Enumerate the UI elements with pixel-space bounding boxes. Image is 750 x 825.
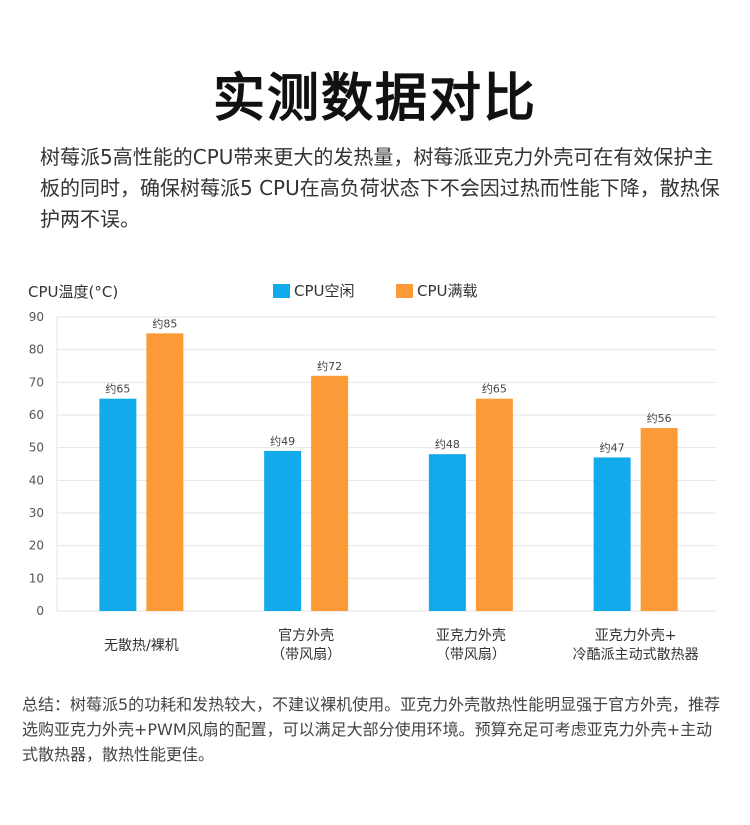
legend-label-idle: CPU空闲	[294, 282, 355, 300]
bar-value-label: 约72	[317, 360, 342, 373]
y-tick-label: 60	[29, 408, 44, 422]
legend-swatch-idle	[273, 284, 290, 298]
legend-label-load: CPU满载	[417, 282, 478, 300]
bar-idle	[99, 398, 137, 611]
bar-idle	[593, 457, 631, 611]
y-tick-label: 50	[29, 441, 44, 455]
y-tick-label: 0	[36, 604, 44, 618]
x-category-label: 无散热/裸机	[104, 638, 179, 654]
x-category-label: 亚克力外壳+	[595, 627, 677, 644]
y-tick-label: 30	[29, 506, 44, 520]
bar-load	[146, 333, 184, 611]
intro-paragraph: 树莓派5高性能的CPU带来更大的发热量，树莓派亚克力外壳可在有效保护主板的同时，…	[40, 145, 720, 231]
y-tick-label: 90	[29, 310, 44, 324]
page-title: 实测数据对比	[212, 69, 537, 129]
bar-value-label: 约65	[482, 383, 507, 396]
bar-value-label: 约65	[105, 383, 130, 396]
bar-load	[640, 428, 678, 611]
bar-value-label: 约48	[435, 438, 460, 451]
x-category-label: 官方外壳	[278, 627, 334, 644]
bar-value-label: 约85	[152, 317, 177, 330]
y-tick-label: 40	[29, 473, 44, 487]
summary-paragraph: 总结：树莓派5的功耗和发热较大，不建议裸机使用。亚克力外壳散热性能明显强于官方外…	[22, 695, 721, 764]
bar-value-label: 约49	[270, 435, 295, 448]
legend-swatch-load	[396, 284, 413, 298]
x-category-label: （带风扇）	[271, 647, 341, 663]
bar-load	[311, 375, 349, 611]
y-tick-label: 70	[29, 375, 44, 389]
bar-value-label: 约47	[600, 441, 625, 454]
bar-idle	[428, 454, 466, 611]
y-axis-label: CPU温度(°C)	[28, 283, 118, 301]
y-tick-label: 80	[29, 343, 44, 357]
x-category-label: 冷酷派主动式散热器	[573, 647, 699, 663]
bar-load	[475, 398, 513, 611]
y-tick-label: 20	[29, 539, 44, 553]
x-category-label: （带风扇）	[436, 647, 506, 663]
temperature-bar-chart: 0 10 20 30 40 50 60 70 80 90 CPU温度(°C) CPU空闲 CPU满载约6…	[28, 282, 716, 663]
bar-idle	[264, 450, 302, 611]
x-category-label: 亚克力外壳	[436, 627, 506, 644]
y-tick-label: 10	[29, 571, 44, 585]
bar-value-label: 约56	[647, 412, 672, 425]
